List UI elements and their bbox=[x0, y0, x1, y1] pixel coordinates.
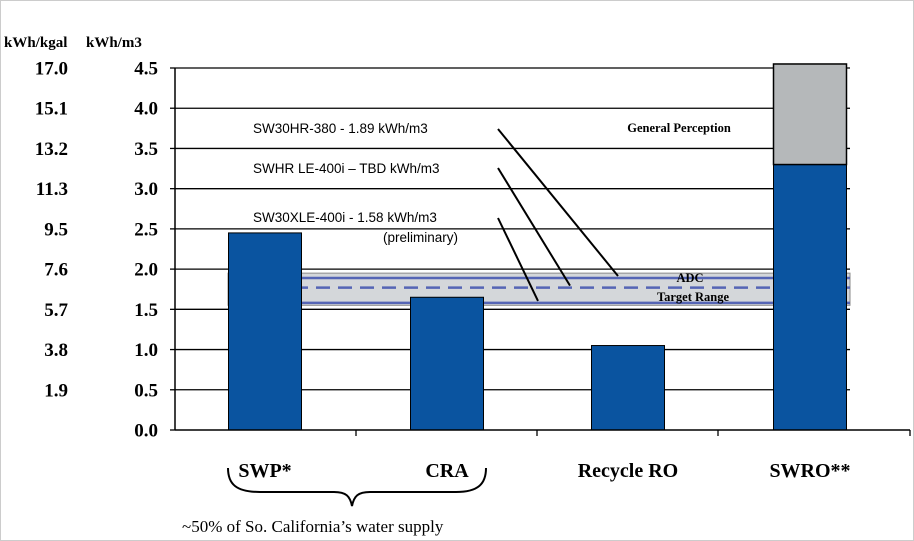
target-band-label-line1: ADC bbox=[676, 271, 703, 285]
y-tick-label-m3: 3.0 bbox=[134, 179, 158, 200]
y-tick-label-kgal: 11.3 bbox=[36, 179, 68, 200]
target-band-label-line2: Target Range bbox=[657, 290, 730, 304]
leader-line bbox=[497, 167, 571, 287]
y-tick-label-kgal: 15.1 bbox=[35, 99, 68, 120]
bars bbox=[228, 164, 847, 431]
membrane-sublabel: (preliminary) bbox=[383, 230, 458, 245]
y-tick-label-m3: 3.5 bbox=[134, 139, 158, 160]
y-tick-label-m3: 0.0 bbox=[134, 421, 158, 442]
category-label: SWP* bbox=[238, 460, 291, 482]
category-label: SWRO** bbox=[769, 460, 850, 482]
y-tick-label-kgal: 9.5 bbox=[44, 219, 68, 240]
y-tick-label-m3: 4.0 bbox=[134, 99, 158, 120]
leader-line bbox=[497, 217, 539, 302]
y-tick-label-m3: 2.0 bbox=[134, 260, 158, 281]
bar bbox=[228, 232, 302, 431]
y-tick-label-kgal: 7.6 bbox=[44, 260, 68, 281]
target-band bbox=[227, 272, 851, 306]
y-axis-label-m3: kWh/m3 bbox=[86, 35, 142, 51]
category-label: Recycle RO bbox=[578, 460, 679, 482]
y-tick-label-m3: 2.5 bbox=[134, 219, 158, 240]
bar bbox=[773, 164, 847, 431]
x-tick-marks bbox=[355, 430, 911, 436]
y-axis-label-kgal: kWh/kgal bbox=[4, 35, 67, 51]
membrane-leader-lines bbox=[497, 128, 619, 302]
bar bbox=[591, 345, 665, 431]
y-tick-label-m3: 1.5 bbox=[134, 300, 158, 321]
y-tick-label-kgal: 17.0 bbox=[35, 59, 68, 80]
y-tick-label-m3: 4.5 bbox=[134, 59, 158, 80]
category-label: CRA bbox=[425, 460, 469, 482]
brace-note: ~50% of So. California’s water supply bbox=[182, 517, 444, 536]
general-perception-label: General Perception bbox=[627, 121, 731, 135]
y-tick-label-kgal: 13.2 bbox=[35, 139, 68, 160]
y-tick-label-m3: 0.5 bbox=[134, 380, 158, 401]
y-tick-label-kgal: 5.7 bbox=[44, 300, 68, 321]
bar bbox=[410, 296, 484, 431]
general-perception-overlay bbox=[772, 63, 848, 166]
leader-line bbox=[497, 128, 619, 277]
membrane-label: SWHR LE-400i – TBD kWh/m3 bbox=[253, 161, 440, 176]
curly-brace bbox=[227, 467, 487, 507]
membrane-label: SW30HR-380 - 1.89 kWh/m3 bbox=[253, 121, 428, 136]
y-tick-label-kgal: 3.8 bbox=[44, 340, 68, 361]
y-tick-labels: 0.0 0.5 1.9 1.0 3.8 1.5 5.7 2.0 7.6 2.5 9.5 3.0 11.3… bbox=[35, 59, 175, 442]
y-tick-label-kgal: 1.9 bbox=[44, 380, 68, 401]
y-tick-label-m3: 1.0 bbox=[134, 340, 158, 361]
membrane-label: SW30XLE-400i - 1.58 kWh/m3 bbox=[253, 210, 437, 225]
axes bbox=[174, 68, 910, 431]
overlay-bar bbox=[772, 63, 848, 166]
